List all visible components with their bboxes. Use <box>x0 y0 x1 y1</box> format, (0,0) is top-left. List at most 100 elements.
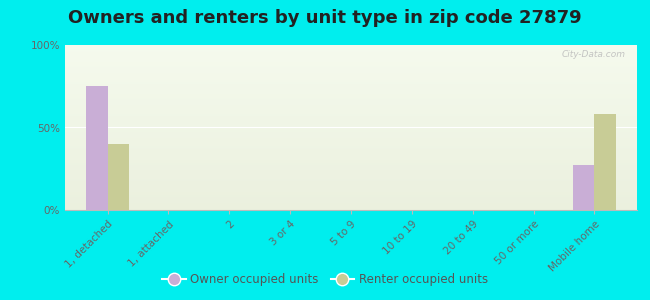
Bar <box>65 97 637 98</box>
Bar <box>65 142 637 143</box>
Text: Owners and renters by unit type in zip code 27879: Owners and renters by unit type in zip c… <box>68 9 582 27</box>
Bar <box>65 48 637 49</box>
Bar <box>65 182 637 183</box>
Bar <box>65 79 637 80</box>
Bar <box>65 135 637 136</box>
Bar <box>594 114 616 210</box>
Bar <box>65 126 637 127</box>
Bar <box>65 89 637 90</box>
Bar <box>65 117 637 118</box>
Bar <box>65 54 637 55</box>
Bar <box>65 159 637 160</box>
Bar <box>65 51 637 52</box>
Bar <box>65 153 637 154</box>
Bar <box>65 63 637 64</box>
Bar <box>65 100 637 101</box>
Bar <box>65 179 637 180</box>
Bar <box>65 127 637 128</box>
Bar <box>65 134 637 135</box>
Bar <box>65 94 637 95</box>
Bar <box>65 144 637 145</box>
Bar <box>65 59 637 60</box>
Bar <box>65 157 637 158</box>
Bar <box>65 120 637 121</box>
Bar <box>65 170 637 171</box>
Bar <box>65 113 637 114</box>
Bar <box>65 96 637 97</box>
Bar <box>65 76 637 77</box>
Bar <box>65 208 637 209</box>
Bar <box>65 53 637 54</box>
Bar <box>65 166 637 167</box>
Bar <box>65 167 637 168</box>
Bar <box>65 82 637 83</box>
Bar <box>65 52 637 53</box>
Bar <box>65 99 637 100</box>
Bar <box>65 168 637 169</box>
Bar <box>65 93 637 94</box>
Bar <box>65 201 637 202</box>
Bar <box>65 58 637 59</box>
Bar <box>65 150 637 151</box>
Bar <box>65 75 637 76</box>
Bar <box>65 164 637 165</box>
Bar <box>65 156 637 157</box>
Bar <box>65 189 637 190</box>
Bar <box>65 169 637 170</box>
Bar <box>65 180 637 181</box>
Bar <box>65 55 637 56</box>
Bar <box>65 101 637 102</box>
Bar <box>65 78 637 79</box>
Bar <box>86 86 108 210</box>
Bar <box>65 85 637 86</box>
Bar <box>65 71 637 72</box>
Bar <box>65 177 637 178</box>
Bar <box>65 136 637 137</box>
Bar <box>65 105 637 106</box>
Bar <box>65 149 637 150</box>
Bar <box>65 45 637 46</box>
Bar <box>65 137 637 138</box>
Bar <box>65 92 637 93</box>
Bar <box>65 160 637 161</box>
Bar <box>65 62 637 63</box>
Bar <box>65 50 637 51</box>
Bar <box>65 145 637 146</box>
Legend: Owner occupied units, Renter occupied units: Owner occupied units, Renter occupied un… <box>157 269 493 291</box>
Bar <box>65 143 637 144</box>
Bar <box>65 46 637 47</box>
Bar <box>65 125 637 126</box>
Bar <box>65 106 637 107</box>
Bar <box>65 178 637 179</box>
Bar <box>65 66 637 67</box>
Bar <box>65 131 637 132</box>
Bar <box>65 49 637 50</box>
Bar <box>65 193 637 194</box>
Bar <box>65 176 637 177</box>
Bar <box>65 188 637 189</box>
Bar <box>65 122 637 123</box>
Bar <box>65 95 637 96</box>
Bar <box>65 204 637 205</box>
Bar <box>65 140 637 141</box>
Bar <box>65 123 637 124</box>
Bar <box>65 84 637 85</box>
Bar <box>65 152 637 153</box>
Bar <box>65 98 637 99</box>
Bar <box>65 181 637 182</box>
Bar <box>65 111 637 112</box>
Bar <box>65 86 637 87</box>
Bar <box>65 195 637 196</box>
Bar <box>65 65 637 66</box>
Bar <box>65 198 637 199</box>
Bar <box>65 169 637 170</box>
Bar <box>65 148 637 149</box>
Bar <box>65 147 637 148</box>
Bar <box>65 174 637 175</box>
Bar <box>65 56 637 57</box>
Bar <box>65 110 637 111</box>
Bar <box>65 200 637 201</box>
Bar <box>65 64 637 65</box>
Bar <box>65 87 637 88</box>
Bar <box>65 114 637 115</box>
